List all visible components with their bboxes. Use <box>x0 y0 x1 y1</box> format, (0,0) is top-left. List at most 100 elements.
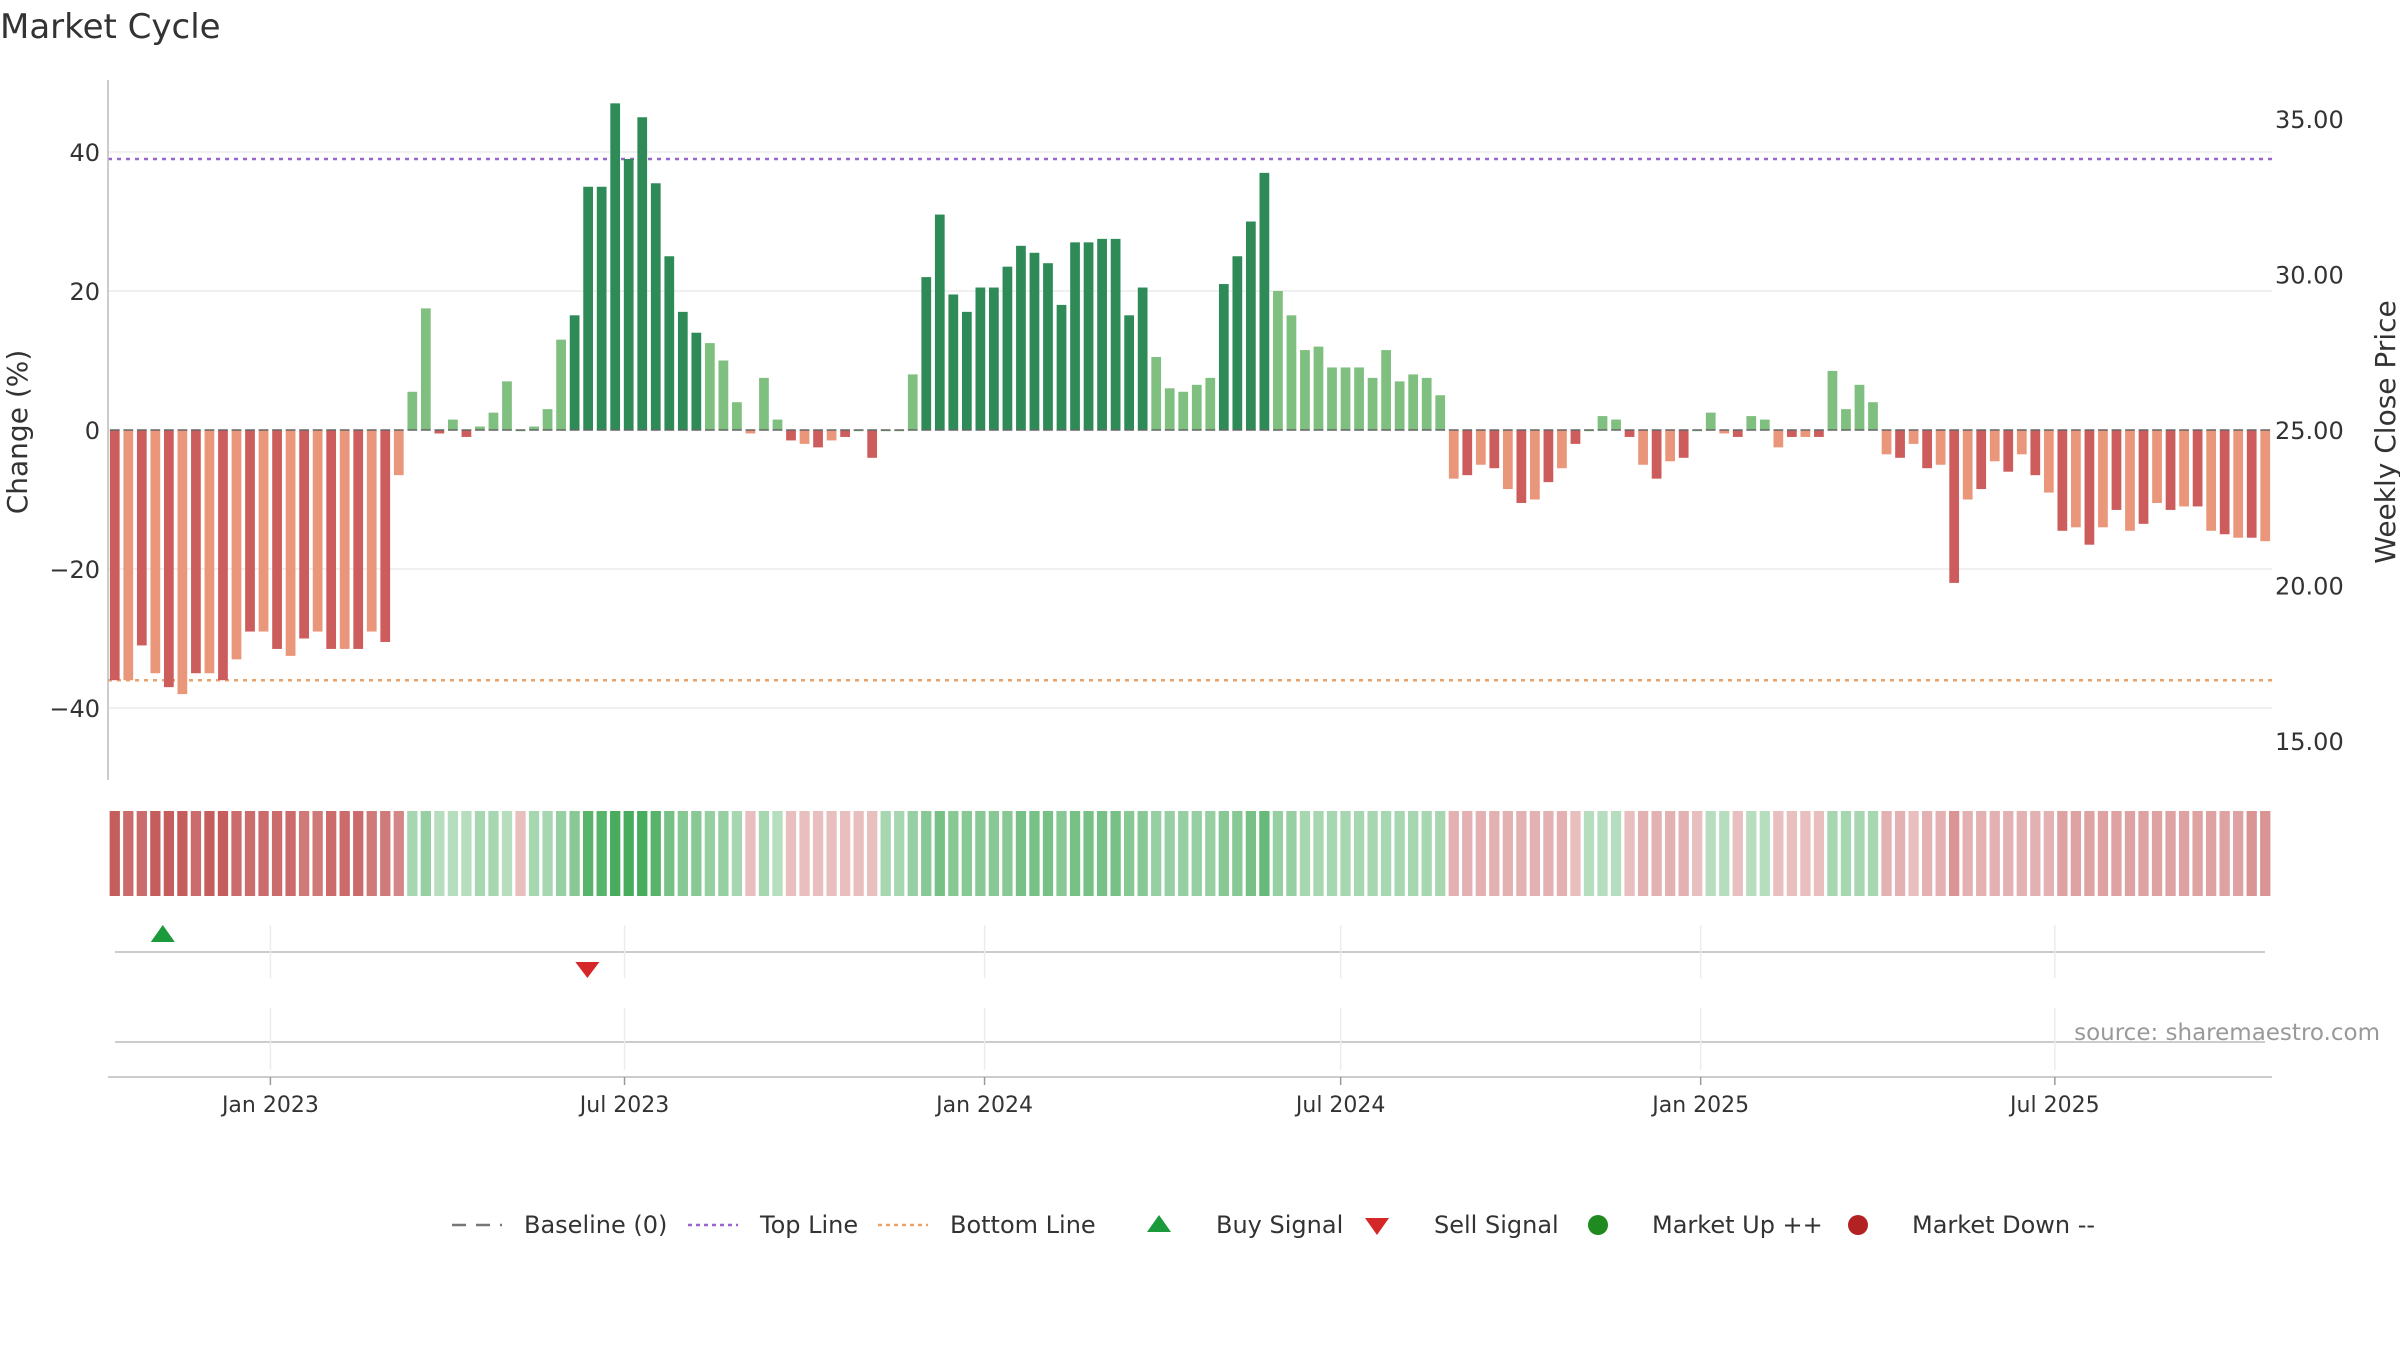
bar <box>1516 430 1527 503</box>
bar <box>1759 419 1770 430</box>
bar <box>1611 419 1621 430</box>
bar <box>975 287 986 430</box>
bar <box>1002 266 1013 430</box>
heat-cell <box>244 811 256 896</box>
heat-cell <box>2030 811 2041 896</box>
y-tick-label: 0 <box>85 417 100 445</box>
heat-cell <box>894 811 905 896</box>
heat-cell <box>1394 811 1405 896</box>
bar <box>1164 388 1175 430</box>
bar <box>353 430 364 649</box>
bar <box>326 430 337 649</box>
heat-cell <box>1921 811 1933 896</box>
bar <box>420 308 431 430</box>
bar <box>1489 430 1500 469</box>
y2-axis-label: Weekly Close Price <box>2369 300 2400 563</box>
heat-cell <box>1962 811 1973 896</box>
bar <box>596 186 607 430</box>
bar <box>177 430 188 695</box>
bar <box>1435 395 1446 430</box>
bar <box>1827 370 1838 430</box>
heat-cell <box>1123 811 1135 896</box>
bar <box>380 430 391 642</box>
heat-cell <box>1069 811 1081 896</box>
bar <box>1029 252 1040 430</box>
bar <box>1908 430 1919 444</box>
heat-cell <box>2219 811 2230 896</box>
heat-cell <box>2097 811 2109 896</box>
bar <box>542 409 553 430</box>
heat-cell <box>1272 811 1284 896</box>
heat-cell <box>1610 811 1622 896</box>
legend-item: Buy Signal <box>1147 1211 1343 1239</box>
heat-cell <box>650 811 661 896</box>
grid-layer <box>108 151 2272 709</box>
heat-cell <box>1800 811 1811 896</box>
heat-cell <box>420 811 431 896</box>
heat-cell <box>2178 811 2190 896</box>
bar <box>826 430 837 441</box>
bar <box>1705 412 1716 430</box>
legend-label: Bottom Line <box>950 1211 1096 1239</box>
heat-cell <box>1935 811 1946 896</box>
heat-cell <box>1178 811 1189 896</box>
legend-symbol <box>1147 1215 1171 1232</box>
heat-cell <box>2205 811 2217 896</box>
heat-cell <box>2016 811 2027 896</box>
heat-cell <box>1448 811 1459 896</box>
heat-cell <box>2233 811 2244 896</box>
bar <box>1259 172 1270 430</box>
bar <box>772 419 783 430</box>
bar <box>1421 377 1432 430</box>
heat-cell <box>1353 811 1365 896</box>
bar <box>623 158 634 430</box>
bar <box>989 287 999 430</box>
bar <box>1043 263 1053 430</box>
bars-layer <box>109 103 2271 695</box>
heat-cell <box>1002 811 1013 896</box>
bar <box>218 430 228 681</box>
heat-cell <box>1827 811 1838 896</box>
bar <box>1935 430 1946 465</box>
heat-cell <box>961 811 972 896</box>
bar <box>961 311 972 430</box>
bar <box>1854 384 1865 430</box>
heat-cell <box>474 811 486 896</box>
heat-cell <box>758 811 770 896</box>
heat-cell <box>1529 811 1541 896</box>
heat-cell <box>880 811 891 896</box>
heat-cell <box>136 811 147 896</box>
heat-cell <box>691 811 702 896</box>
legend: Baseline (0) Top Line Bottom Line Buy Signa… <box>452 1211 2095 1239</box>
bar <box>1137 287 1148 430</box>
bar <box>1056 304 1067 430</box>
bar <box>1814 430 1824 437</box>
heat-cell <box>1042 811 1054 896</box>
bar <box>1273 291 1283 430</box>
heat-cell <box>1908 811 1919 896</box>
heat-cell <box>1583 811 1595 896</box>
heat-cell <box>2070 811 2082 896</box>
heat-cell <box>1773 811 1784 896</box>
bar <box>2219 430 2230 535</box>
heat-cell <box>217 811 229 896</box>
bar <box>907 374 918 430</box>
bar <box>677 311 688 430</box>
heat-cell <box>934 811 945 896</box>
x-tick-label: Jan 2023 <box>220 1093 319 1118</box>
heat-cell <box>447 811 459 896</box>
heat-cell <box>610 811 621 896</box>
bar <box>948 294 959 430</box>
bar <box>2125 430 2135 531</box>
heat-cell <box>569 811 580 896</box>
heat-cell <box>867 811 878 896</box>
bar <box>2043 430 2054 493</box>
heat-cell <box>2084 811 2095 896</box>
y2-tick-label: 30.00 <box>2275 262 2344 290</box>
heat-cell <box>1705 811 1716 896</box>
legend-label: Market Up ++ <box>1652 1211 1823 1239</box>
heat-cell <box>461 811 472 896</box>
bar <box>1381 350 1391 430</box>
heat-cell <box>596 811 607 896</box>
heat-cell <box>434 811 445 896</box>
